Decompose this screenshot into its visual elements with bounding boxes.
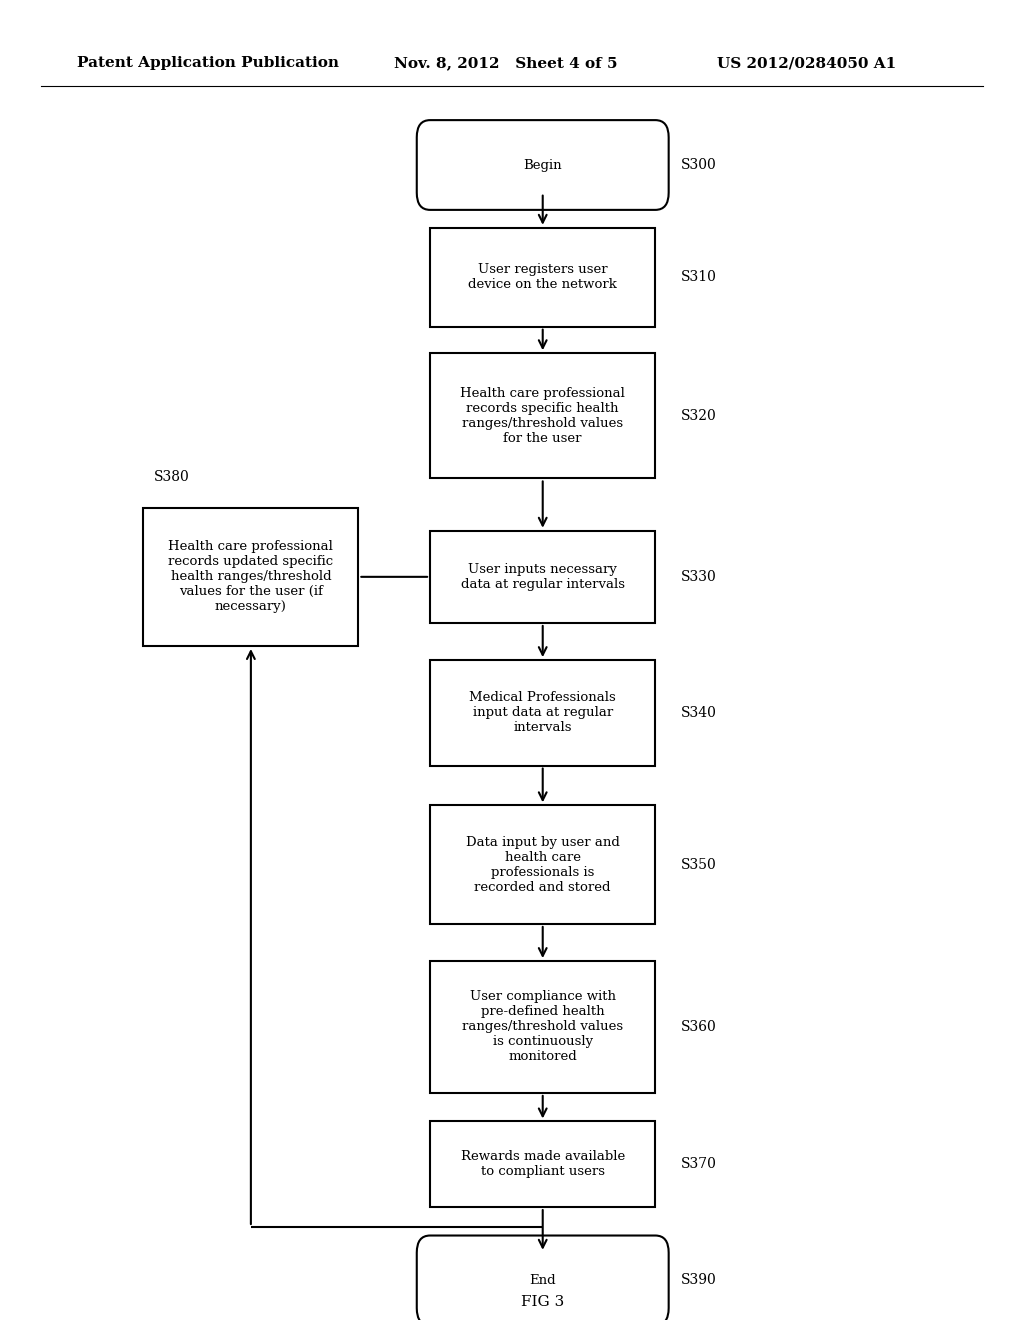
Bar: [430, 531, 655, 623]
Bar: [143, 508, 358, 647]
Text: US 2012/0284050 A1: US 2012/0284050 A1: [717, 57, 896, 70]
Text: Health care professional
records updated specific
health ranges/threshold
values: Health care professional records updated…: [168, 540, 334, 614]
Bar: [430, 352, 655, 478]
Bar: [430, 660, 655, 766]
Text: User inputs necessary
data at regular intervals: User inputs necessary data at regular in…: [461, 562, 625, 591]
Text: Rewards made available
to compliant users: Rewards made available to compliant user…: [461, 1150, 625, 1179]
Text: S370: S370: [681, 1158, 717, 1171]
Bar: [430, 227, 655, 326]
Text: S300: S300: [681, 158, 717, 172]
FancyBboxPatch shape: [417, 1236, 669, 1320]
Text: Nov. 8, 2012   Sheet 4 of 5: Nov. 8, 2012 Sheet 4 of 5: [394, 57, 617, 70]
Text: End: End: [529, 1274, 556, 1287]
Text: S320: S320: [681, 409, 717, 422]
Text: S310: S310: [681, 271, 717, 284]
Bar: [430, 805, 655, 924]
Text: S390: S390: [681, 1274, 717, 1287]
Text: Health care professional
records specific health
ranges/threshold values
for the: Health care professional records specifi…: [460, 387, 626, 445]
Text: S380: S380: [154, 470, 189, 484]
Text: User registers user
device on the network: User registers user device on the networ…: [468, 263, 617, 292]
Text: S340: S340: [681, 706, 717, 719]
Text: Begin: Begin: [523, 158, 562, 172]
Text: S350: S350: [681, 858, 717, 871]
Text: S360: S360: [681, 1020, 717, 1034]
Text: S330: S330: [681, 570, 717, 583]
Text: User compliance with
pre-defined health
ranges/threshold values
is continuously
: User compliance with pre-defined health …: [462, 990, 624, 1064]
Text: Data input by user and
health care
professionals is
recorded and stored: Data input by user and health care profe…: [466, 836, 620, 894]
Text: Medical Professionals
input data at regular
intervals: Medical Professionals input data at regu…: [469, 692, 616, 734]
Text: FIG 3: FIG 3: [521, 1295, 564, 1309]
Bar: [430, 961, 655, 1093]
FancyBboxPatch shape: [417, 120, 669, 210]
Text: Patent Application Publication: Patent Application Publication: [77, 57, 339, 70]
Bar: [430, 1122, 655, 1206]
